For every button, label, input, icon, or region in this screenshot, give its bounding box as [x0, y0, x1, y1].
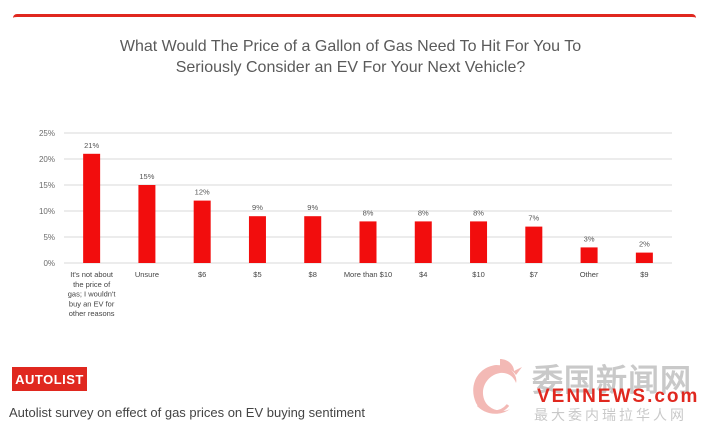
x-tick-label: $5: [253, 270, 261, 279]
bar: [359, 221, 377, 263]
y-tick-label: 10%: [39, 207, 55, 216]
x-tick-label: More than $10: [344, 270, 392, 279]
y-tick-label: 0%: [43, 259, 55, 268]
x-tick-label: $7: [530, 270, 538, 279]
autolist-logo[interactable]: AUTOLIST: [12, 367, 87, 391]
image-caption: Autolist survey on effect of gas prices …: [9, 405, 366, 420]
data-label: 12%: [195, 188, 210, 197]
watermark-chinese: 委国新闻网: [532, 363, 692, 399]
bar: [248, 216, 266, 263]
bar: [635, 252, 653, 263]
bar: [580, 247, 598, 263]
x-tick-label: $9: [640, 270, 648, 279]
x-tick-label: $10: [472, 270, 485, 279]
data-label: 15%: [139, 172, 154, 181]
bar: [83, 153, 101, 263]
data-label: 8%: [363, 208, 374, 217]
y-tick-label: 15%: [39, 181, 55, 190]
y-tick-label: 20%: [39, 155, 55, 164]
x-tick-label: $4: [419, 270, 427, 279]
chart-title: What Would The Price of a Gallon of Gas …: [0, 36, 701, 78]
chart-title-line-1: What Would The Price of a Gallon of Gas …: [119, 38, 582, 55]
data-label: 9%: [307, 203, 318, 212]
bar: [470, 221, 488, 263]
data-label: 9%: [252, 203, 263, 212]
data-label: 8%: [473, 208, 484, 217]
x-tick-label: $8: [309, 270, 317, 279]
bar: [138, 185, 156, 263]
data-label: 8%: [418, 208, 429, 217]
data-label: 3%: [584, 234, 595, 243]
bar: [193, 200, 211, 263]
x-tick-label: It's not about the price of gas; I wouldn'…: [68, 270, 117, 318]
chart-title-line-2: Seriously Consider an EV For Your Next V…: [175, 59, 526, 76]
x-tick-label: $6: [198, 270, 206, 279]
bar: [414, 221, 432, 263]
vennews-watermark: 委国新闻网 VENNEWS.com 最大委内瑞拉华人网: [456, 355, 700, 424]
data-label: 2%: [639, 240, 650, 249]
bar: [304, 216, 322, 263]
bar: [525, 226, 543, 263]
x-tick-label: Other: [580, 270, 599, 279]
watermark-english: VENNEWS.com: [537, 386, 700, 407]
y-tick-label: 25%: [39, 129, 55, 138]
y-tick-label: 5%: [43, 233, 55, 242]
data-label: 21%: [84, 141, 99, 150]
content-card: [13, 14, 696, 400]
watermark-subtitle: 最大委内瑞拉华人网: [534, 408, 687, 424]
x-tick-label: Unsure: [135, 270, 159, 279]
rooster-logo-icon: [473, 359, 522, 414]
data-label: 7%: [528, 214, 539, 223]
